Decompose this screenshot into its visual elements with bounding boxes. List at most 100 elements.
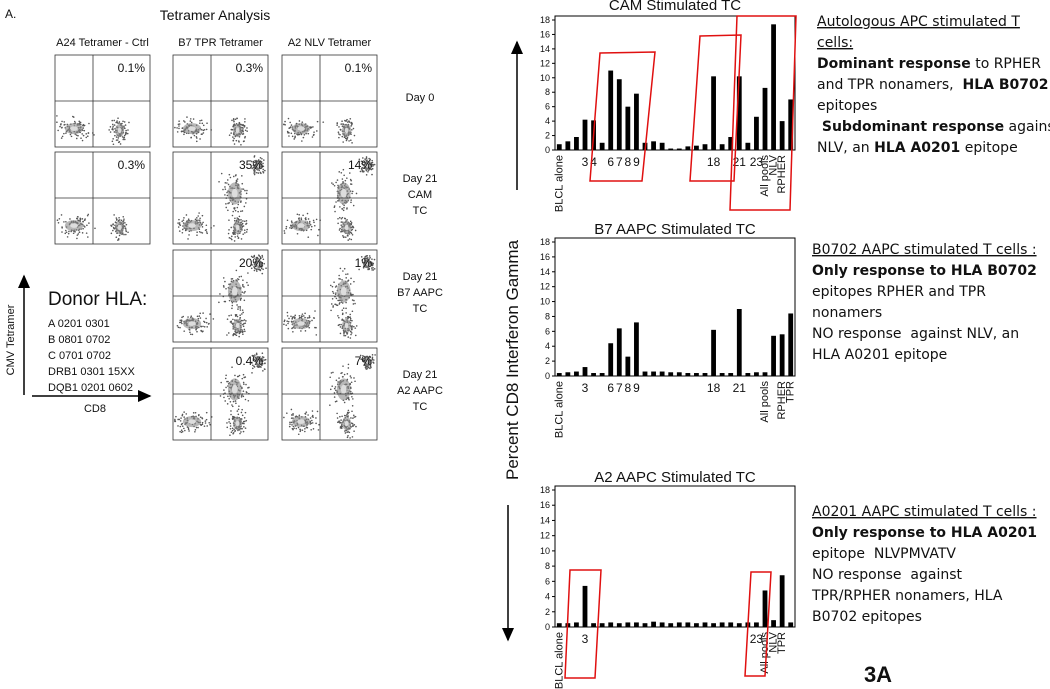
event-dot [115,236,118,239]
event-dot [231,119,233,122]
allele: B 0801 0702 [48,334,110,346]
x-tick-label: 9 [633,381,640,395]
density-center [344,420,349,427]
event-dot [184,429,186,432]
event-dot [350,179,353,182]
event-dot [354,302,356,305]
bar [728,373,734,376]
event-dot [292,417,294,419]
event-dot [257,159,260,161]
density-center [344,322,349,329]
event-dot [342,307,345,309]
event-dot [329,376,331,379]
event-dot [231,429,234,432]
event-dot [353,430,355,432]
event-dot [223,396,225,399]
event-dot [202,325,204,328]
event-dot [333,396,336,398]
bar [659,142,665,150]
event-dot [286,311,289,314]
event-dot [240,411,243,414]
event-dot [116,218,118,221]
event-dot [260,160,263,163]
event-dot [351,233,354,236]
event-dot [348,431,351,434]
event-dot [177,123,180,126]
event-dot [233,219,236,222]
event-dot [331,385,334,387]
event-dot [116,122,119,124]
event-dot [181,228,184,231]
event-dot [330,303,333,305]
event-dot [240,144,242,146]
event-dot [364,367,367,369]
event-dot [246,281,248,284]
event-dot [360,256,363,258]
event-dot [242,188,245,190]
event-dot [65,231,68,234]
event-dot [355,325,358,327]
event-dot [192,412,195,414]
event-dot [199,416,202,418]
event-dot [118,216,120,219]
event-dot [246,228,248,231]
event-dot [181,231,184,234]
event-dot [60,137,63,139]
bar [676,372,682,376]
event-dot [315,218,318,221]
bar [659,622,665,627]
event-dot [236,315,239,318]
event-dot [111,123,114,126]
event-dot [179,425,182,428]
event-dot [206,326,208,328]
event-dot [341,135,344,138]
event-dot [363,257,366,260]
density-center [257,163,260,168]
event-dot [351,310,354,313]
event-dot [354,229,357,232]
event-dot [312,428,315,430]
event-dot [317,429,320,431]
event-dot [231,128,234,131]
event-dot [233,120,235,123]
x-tick-label: 6 [607,155,614,169]
x-tick-label: 8 [625,155,632,169]
event-dot [292,412,294,415]
event-dot [205,128,208,131]
event-dot [232,118,235,120]
event-dot [236,410,239,412]
event-dot [237,308,239,310]
event-dot [202,124,205,127]
event-dot [197,215,200,217]
event-dot [350,332,353,334]
event-dot [179,420,182,422]
event-dot [225,206,228,209]
event-dot [253,358,256,361]
bar [694,145,699,150]
event-dot [334,386,337,388]
event-dot [237,203,240,206]
event-dot [294,314,297,317]
y-tick-label: 16 [540,29,550,39]
note-text: cells: [817,35,853,51]
y-tick-label: 8 [545,87,550,97]
event-dot [313,131,315,133]
y-tick-label: 2 [545,131,550,141]
event-dot [341,318,344,321]
event-dot [112,223,114,226]
event-dot [294,135,296,138]
event-dot [337,200,339,202]
event-dot [195,136,198,138]
note-text: nonamers [812,305,882,321]
event-dot [234,209,237,212]
event-dot [350,417,352,419]
event-dot [181,422,183,425]
event-dot [121,136,124,138]
event-dot [196,315,199,318]
bar [736,76,742,150]
event-dot [310,422,313,425]
event-dot [205,231,208,233]
y-tick-label: 14 [540,267,550,277]
event-dot [198,212,200,214]
event-dot [334,400,337,403]
